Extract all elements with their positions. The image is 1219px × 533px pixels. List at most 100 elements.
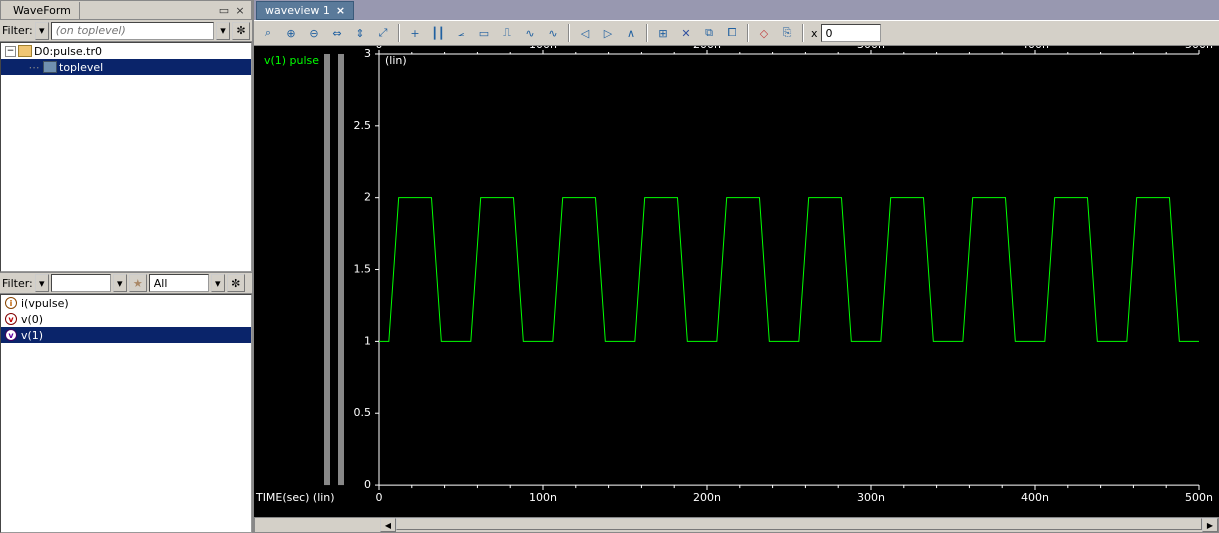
freq-meas-icon[interactable]: ∿ <box>520 23 540 43</box>
tree-child-label: toplevel <box>59 61 103 74</box>
sidebar-header: WaveForm ▭ × <box>0 0 252 20</box>
waveview-tab[interactable]: waveview 1 × <box>256 1 354 20</box>
close-icon[interactable]: × <box>233 3 247 17</box>
grid-toggle-icon[interactable]: ⊞ <box>653 23 673 43</box>
scroll-right-icon[interactable]: ▶ <box>1202 518 1218 532</box>
svg-text:0: 0 <box>364 478 371 491</box>
delete-x-icon[interactable]: ✕ <box>676 23 696 43</box>
scroll-left-icon[interactable]: ◀ <box>380 518 396 532</box>
svg-text:1: 1 <box>364 334 371 347</box>
zoom-fit-y-icon[interactable]: ⇕ <box>350 23 370 43</box>
zoom-fit-icon[interactable]: ⤢ <box>373 23 393 43</box>
svg-text:TIME(sec) (lin): TIME(sec) (lin) <box>255 491 335 504</box>
x-coordinate-input[interactable] <box>821 24 881 42</box>
x-label: x <box>811 27 818 40</box>
svg-text:v(1) pulse: v(1) pulse <box>264 54 319 67</box>
hierarchy-tree[interactable]: − D0:pulse.tr0 ⋯ toplevel <box>0 42 252 272</box>
svg-text:500n: 500n <box>1185 491 1213 504</box>
signal-row[interactable]: vv(1) <box>1 327 251 343</box>
nav-left-icon[interactable]: ◁ <box>575 23 595 43</box>
main-panel: waveview 1 × ⌕⊕⊖⇔⇕⤢+┃┃⦟▭⎍∿∿◁▷∧⊞✕⧉⧠◇⎘x 01… <box>254 0 1219 533</box>
sidebar: WaveForm ▭ × Filter: ▾ ▾ ✼ − D0:pulse.tr… <box>0 0 254 533</box>
favorite-icon[interactable]: ★ <box>129 274 147 292</box>
crosshair-icon[interactable]: + <box>405 23 425 43</box>
svg-text:100n: 100n <box>529 46 557 51</box>
export-icon[interactable]: ⎘ <box>777 23 797 43</box>
svg-text:200n: 200n <box>693 46 721 51</box>
zoom-box-icon[interactable]: ⌕ <box>258 23 278 43</box>
nav-right-icon[interactable]: ▷ <box>598 23 618 43</box>
svg-text:0.5: 0.5 <box>354 406 371 419</box>
scroll-track[interactable] <box>396 518 1202 532</box>
svg-text:1.5: 1.5 <box>354 263 371 276</box>
filter-combo-dropdown[interactable]: ▾ <box>113 274 127 292</box>
sidebar-title: WaveForm <box>5 2 80 19</box>
filter-label: Filter: <box>2 24 33 37</box>
tree-child[interactable]: ⋯ toplevel <box>1 59 251 75</box>
signal-name: v(0) <box>21 313 43 326</box>
filter-input-top[interactable] <box>51 22 214 40</box>
filter-history-dropdown[interactable]: ▾ <box>216 22 230 40</box>
svg-text:500n: 500n <box>1185 46 1213 51</box>
gear-icon[interactable]: ✼ <box>232 22 250 40</box>
signal-type-icon: v <box>5 313 17 325</box>
eraser-icon[interactable]: ◇ <box>754 23 774 43</box>
zoom-in-icon[interactable]: ⊕ <box>281 23 301 43</box>
toolbar-separator <box>747 24 749 42</box>
tab-label: waveview 1 <box>265 4 330 17</box>
signal-type-icon: v <box>5 329 17 341</box>
filter-row-bottom: Filter: ▾ ▾ ★ ▾ ✼ <box>0 272 252 294</box>
svg-text:300n: 300n <box>857 46 885 51</box>
signal-row[interactable]: i i(vpulse) <box>1 295 251 311</box>
undock-icon[interactable]: ▭ <box>217 3 231 17</box>
peak-icon[interactable]: ∧ <box>621 23 641 43</box>
scroll-thumb[interactable] <box>396 518 1202 530</box>
signal-type-filter[interactable] <box>149 274 209 292</box>
waveform-svg: 0100n200n300n400n500n0100n200n300n400n50… <box>254 46 1219 517</box>
tree-root-label: D0:pulse.tr0 <box>34 45 102 58</box>
folder-icon <box>18 45 32 57</box>
svg-text:3: 3 <box>364 47 371 60</box>
collapse-icon[interactable]: − <box>5 46 16 57</box>
horizontal-scrollbar[interactable]: ◀ ▶ <box>254 517 1219 533</box>
module-icon <box>43 61 57 73</box>
svg-text:0: 0 <box>376 46 383 51</box>
tab-close-icon[interactable]: × <box>336 4 345 17</box>
ruler-v-icon[interactable]: ┃┃ <box>428 23 448 43</box>
zoom-fit-x-icon[interactable]: ⇔ <box>327 23 347 43</box>
ruler-slope-icon[interactable]: ⦟ <box>451 23 471 43</box>
wave-meas-icon[interactable]: ∿ <box>543 23 563 43</box>
toolbar-separator <box>568 24 570 42</box>
svg-text:(lin): (lin) <box>385 54 407 67</box>
all-dropdown[interactable]: ▾ <box>211 274 225 292</box>
ungroup-icon[interactable]: ⧠ <box>722 23 742 43</box>
svg-text:400n: 400n <box>1021 46 1049 51</box>
filter-input-bottom[interactable] <box>51 274 111 292</box>
svg-text:2: 2 <box>364 191 371 204</box>
filter-row-top: Filter: ▾ ▾ ✼ <box>0 20 252 42</box>
ruler-box-icon[interactable]: ▭ <box>474 23 494 43</box>
group-icon[interactable]: ⧉ <box>699 23 719 43</box>
signal-list[interactable]: i i(vpulse) v v(0)vv(1) <box>0 294 252 533</box>
toolbar-separator <box>646 24 648 42</box>
svg-text:300n: 300n <box>857 491 885 504</box>
filter-mode-dropdown-2[interactable]: ▾ <box>35 274 49 292</box>
zoom-out-icon[interactable]: ⊖ <box>304 23 324 43</box>
waveform-plot[interactable]: 0100n200n300n400n500n0100n200n300n400n50… <box>254 46 1219 517</box>
svg-text:400n: 400n <box>1021 491 1049 504</box>
svg-text:2.5: 2.5 <box>354 119 371 132</box>
svg-text:0: 0 <box>376 491 383 504</box>
signal-row[interactable]: v v(0) <box>1 311 251 327</box>
signal-name: i(vpulse) <box>21 297 69 310</box>
document-tab-bar: waveview 1 × <box>254 0 1219 20</box>
tree-root[interactable]: − D0:pulse.tr0 <box>1 43 251 59</box>
pulse-meas-icon[interactable]: ⎍ <box>497 23 517 43</box>
filter-mode-dropdown[interactable]: ▾ <box>35 22 49 40</box>
svg-text:100n: 100n <box>529 491 557 504</box>
signal-type-icon: i <box>5 297 17 309</box>
filter-label-bottom: Filter: <box>2 277 33 290</box>
toolbar-separator <box>802 24 804 42</box>
gear-icon-2[interactable]: ✼ <box>227 274 245 292</box>
toolbar: ⌕⊕⊖⇔⇕⤢+┃┃⦟▭⎍∿∿◁▷∧⊞✕⧉⧠◇⎘x <box>254 20 1219 46</box>
toolbar-separator <box>398 24 400 42</box>
